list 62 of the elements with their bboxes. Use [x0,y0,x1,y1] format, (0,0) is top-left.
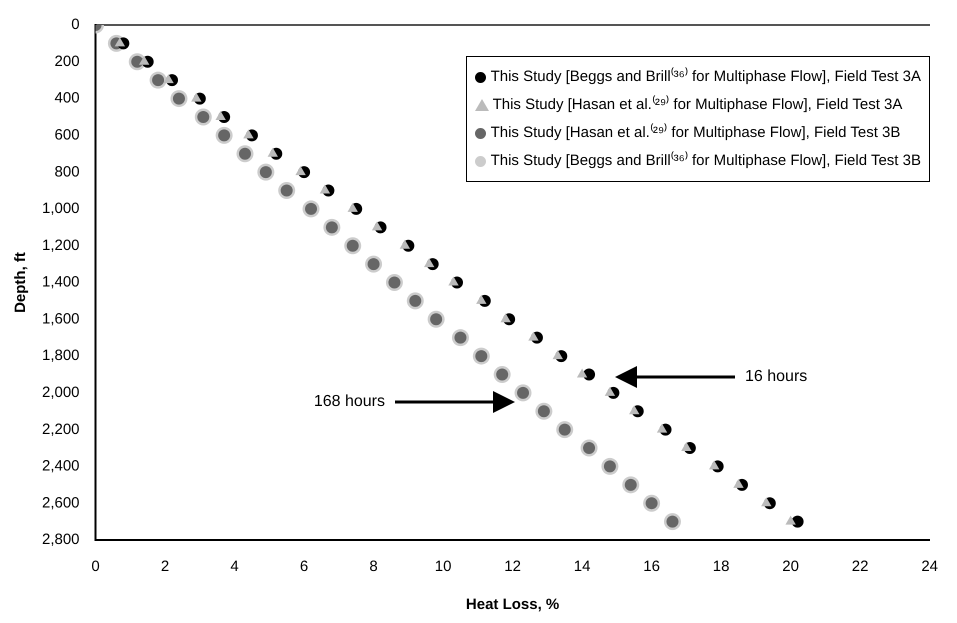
point [708,460,720,470]
x-tick-label: 6 [300,558,308,576]
point [424,258,434,268]
x-tick-label: 20 [782,558,799,576]
y-tick-label: 1,600 [42,310,80,328]
y-tick-label: 400 [54,90,80,107]
point [500,313,511,322]
point [243,129,254,138]
y-tick-label: 2,200 [42,420,80,438]
annotation: 16 hours [745,367,808,387]
x-axis-title: Heat Loss, % [466,596,560,614]
y-tick-label: 200 [54,52,80,70]
annotation: 168 hours [314,392,385,412]
point [604,386,616,396]
legend-label: This Study [Beggs and Brill⁽³⁶⁾ for Multiphase Flow], Field Test 3B [490,150,921,171]
y-tick-label: 1,400 [42,274,80,291]
x-tick-label: 16 [643,558,660,576]
x-tick-label: 2 [160,558,170,576]
y-tick-label: 2,800 [42,531,80,548]
y-tick-label: 1,800 [42,347,80,364]
point [400,240,410,249]
y-tick-label: 0 [71,16,80,34]
point [268,148,278,157]
point [733,478,744,488]
y-tick-label: 2,000 [42,384,80,401]
point [448,276,459,286]
legend-label: This Study [Hasan et al.⁽²⁹⁾ for Multiphase Flow], Field Test 3B [490,122,900,143]
y-tick-label: 1,000 [42,200,80,218]
point [785,516,796,525]
x-tick-label: 18 [712,558,730,576]
y-axis-title: Depth, ft [12,252,30,313]
y-tick-label: 2,400 [42,458,80,475]
y-tick-label: 600 [54,126,80,144]
point [348,202,358,212]
y-tick-label: 800 [54,163,80,180]
point [656,424,668,433]
point [629,405,640,414]
point [528,332,539,341]
point [476,294,487,304]
point [681,442,692,452]
point [576,368,588,378]
x-tick-label: 24 [921,558,938,576]
legend-label: This Study [Hasan et al.⁽²⁹⁾ for Multiphase Flow], Field Test 3A [492,94,902,115]
x-tick-label: 12 [504,558,521,576]
point [320,184,330,194]
point [372,221,382,230]
x-tick-label: 0 [91,558,100,576]
y-tick-label: 1,200 [42,236,80,254]
point [139,56,150,65]
point [163,74,174,84]
x-tick-label: 10 [434,558,452,576]
point [295,166,306,176]
point [215,110,226,120]
x-tick-label: 8 [369,558,378,576]
y-tick-label: 2,600 [42,494,80,512]
x-tick-label: 4 [230,558,239,576]
x-tick-label: 14 [574,558,590,576]
point [191,92,202,102]
point [761,497,772,506]
legend-label: This Study [Beggs and Brill⁽³⁶⁾ for Multiphase Flow], Field Test 3A [490,66,921,87]
point [552,350,563,360]
x-tick-label: 22 [852,558,868,576]
